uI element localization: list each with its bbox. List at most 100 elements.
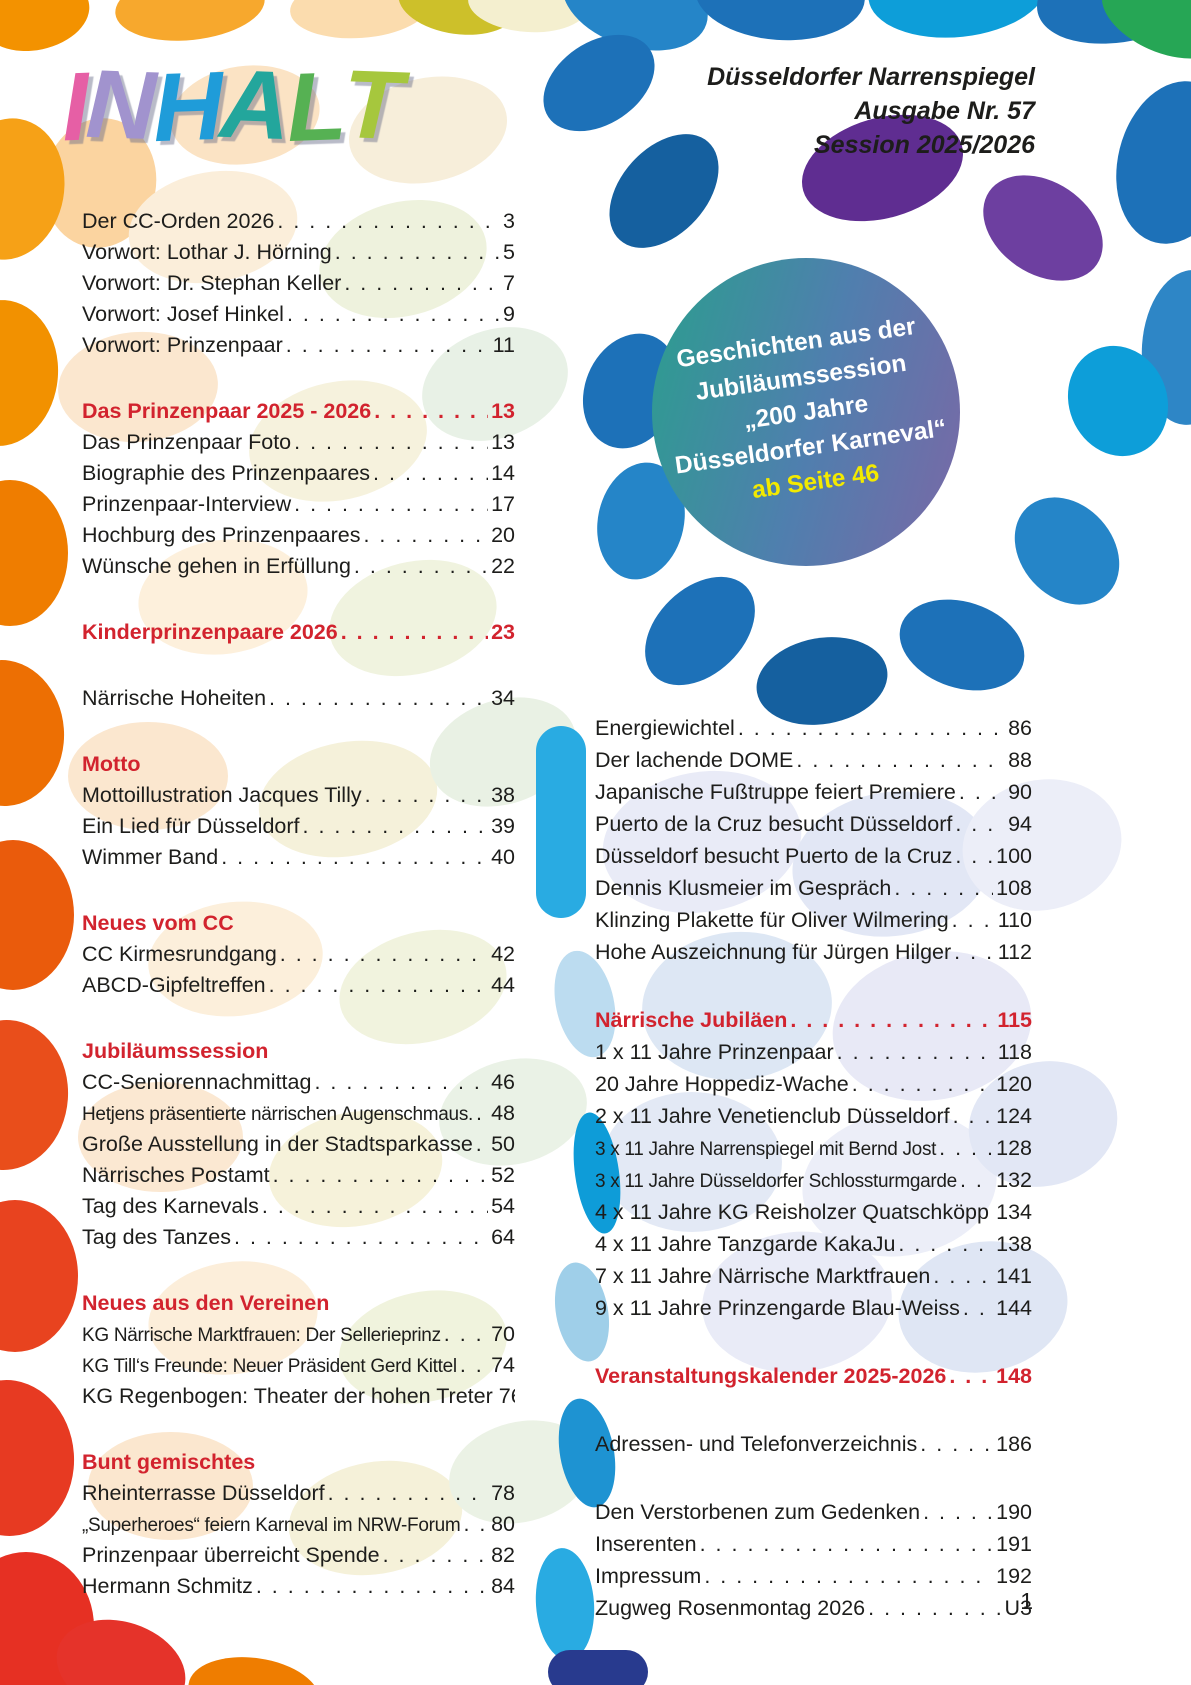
toc-entry-label: Ein Lied für Düsseldorf (82, 814, 300, 838)
toc-page-number: 128 (996, 1136, 1032, 1160)
toc-page-number: 76 (498, 1384, 515, 1408)
toc-entry: Hermann Schmitz 84 (82, 1571, 515, 1602)
toc-page-number: 40 (491, 845, 515, 869)
toc-entry-label: 20 Jahre Hoppediz-Wache (595, 1072, 849, 1096)
toc-entry: ABCD-Gipfeltreffen 44 (82, 970, 515, 1001)
toc-dot-leader (221, 842, 488, 873)
toc-dot-leader (959, 776, 1005, 808)
toc-entry-label: Düsseldorf besucht Puerto de la Cruz (595, 844, 953, 868)
toc-entry: Vorwort: Lothar J. Hörning 5 (82, 237, 515, 268)
toc-entry-label: Der lachende DOME (595, 748, 794, 772)
toc-page-number: 13 (491, 430, 515, 454)
toc-entry-label: KG Till‘s Freunde: Neuer Präsident Gerd … (82, 1356, 457, 1377)
toc-page-number: 141 (996, 1264, 1032, 1288)
toc-dot-leader (960, 1164, 993, 1196)
toc-entry: KG Regenbogen: Theater der hohen Treter 7… (82, 1381, 515, 1412)
toc-entry: Der CC-Orden 2026 3 (82, 206, 515, 237)
toc-entry: 4 x 11 Jahre KG Reisholzer Quatschköpp 13… (595, 1196, 1032, 1228)
toc-page-number: 124 (996, 1104, 1032, 1128)
toc-page-number: 132 (996, 1168, 1032, 1192)
page-title: INHALT (60, 49, 402, 162)
toc-gap (82, 714, 515, 749)
toc-entry-label: 4 x 11 Jahre Tanzgarde KakaJu (595, 1232, 896, 1256)
toc-page-number: 148 (996, 1364, 1032, 1388)
toc-entry: Zugweg Rosenmontag 2026 U3 (595, 1592, 1032, 1624)
toc-page-number: 42 (491, 942, 515, 966)
decorative-dot (532, 1546, 598, 1662)
toc-entry-label: 4 x 11 Jahre KG Reisholzer Quatschköpp (595, 1200, 989, 1224)
title-letter: I (60, 51, 88, 162)
toc-page-number: 17 (491, 492, 515, 516)
toc-dot-leader (923, 1496, 993, 1528)
toc-dot-leader (294, 427, 488, 458)
toc-entry-label: Närrisches Postamt (82, 1163, 270, 1187)
toc-entry: 1 x 11 Jahre Prinzenpaar 118 (595, 1036, 1032, 1068)
toc-entry-label: Dennis Klusmeier im Gespräch (595, 876, 892, 900)
toc-entry-label: CC-Seniorennachmittag (82, 1070, 312, 1094)
toc-entry-label: Neues vom CC (82, 911, 234, 935)
toc-dot-leader (365, 780, 488, 811)
toc-entry-label: Hermann Schmitz (82, 1574, 253, 1598)
toc-entry: Der lachende DOME 88 (595, 744, 1032, 776)
toc-page-number: 112 (997, 940, 1032, 964)
toc-entry-label: Hetjens präsentierte närrischen Augensch… (82, 1104, 474, 1125)
toc-dot-leader (373, 458, 488, 489)
toc-entry-label: Tag des Tanzes (82, 1225, 232, 1249)
toc-entry-label: Hochburg des Prinzenpaares (82, 523, 361, 547)
toc-gap (595, 1324, 1032, 1360)
toc-dot-leader (460, 1350, 488, 1381)
decorative-dot (111, 0, 269, 48)
decorative-dot (536, 726, 586, 918)
toc-entry-label: Motto (82, 752, 141, 776)
toc-gap (595, 968, 1032, 1004)
toc-page-number: 13 (491, 399, 515, 423)
toc-entry-label: Hohe Auszeichnung für Jürgen Hilger (595, 940, 952, 964)
toc-entry-label: Das Prinzenpaar 2025 - 2026 (82, 399, 372, 423)
toc-entry-label: CC Kirmesrundgang (82, 942, 277, 966)
toc-gap (82, 1253, 515, 1288)
masthead: Düsseldorfer Narrenspiegel Ausgabe Nr. 5… (707, 60, 1035, 162)
toc-entry-label: Neues aus den Vereinen (82, 1291, 330, 1315)
toc-gap (82, 873, 515, 908)
toc-dot-leader (894, 872, 993, 904)
toc-entry: Energiewichtel 86 (595, 712, 1032, 744)
toc-left-column: Der CC-Orden 2026 3 Vorwort: Lothar J. Hör… (82, 206, 515, 1602)
toc-dot-leader (314, 1067, 488, 1098)
decorative-dot (602, 1092, 782, 1232)
toc-page-number: 54 (491, 1194, 515, 1218)
toc-dot-leader (953, 1100, 994, 1132)
toc-entry-label: Wünsche gehen in Erfüllung (82, 554, 351, 578)
title-letter: T (341, 49, 402, 160)
decorative-dot (691, 0, 869, 46)
toc-dot-leader (234, 1222, 488, 1253)
toc-entry: Vorwort: Prinzenpaar 11 (82, 330, 515, 361)
toc-dot-leader (277, 206, 500, 237)
decorative-dot (1099, 68, 1191, 257)
toc-dot-leader (837, 1036, 995, 1068)
toc-entry: Ein Lied für Düsseldorf 39 (82, 811, 515, 842)
toc-gap (82, 648, 515, 683)
toc-entry: Prinzenpaar überreicht Spende 82 (82, 1540, 515, 1571)
toc-dot-leader (704, 1560, 993, 1592)
toc-page-number: 191 (996, 1532, 1032, 1556)
toc-entry-label: Wimmer Band (82, 845, 219, 869)
toc-section-heading: Motto (82, 749, 515, 780)
toc-entry: Närrische Hoheiten 34 (82, 683, 515, 714)
toc-entry: 4 x 11 Jahre Tanzgarde KakaJu 138 (595, 1228, 1032, 1260)
toc-entry-label: 2 x 11 Jahre Venetienclub Düsseldorf (595, 1104, 950, 1128)
toc-page-number: 44 (491, 973, 515, 997)
toc-gap (82, 582, 515, 617)
decorative-dot (68, 722, 228, 830)
toc-entry: Impressum 192 (595, 1560, 1032, 1592)
toc-entry: Närrisches Postamt 52 (82, 1160, 515, 1191)
folio-page-number: 1 (1020, 1588, 1033, 1614)
toc-page-number: 38 (491, 783, 515, 807)
toc-entry: Wimmer Band 40 (82, 842, 515, 873)
toc-dot-leader (954, 936, 995, 968)
toc-page-number: 64 (491, 1225, 515, 1249)
toc-page-number: 192 (996, 1564, 1032, 1588)
toc-entry: Den Verstorbenen zum Gedenken 190 (595, 1496, 1032, 1528)
toc-entry-label: 3 x 11 Jahre Düsseldorfer Schlossturmgar… (595, 1171, 957, 1192)
toc-gap (595, 1392, 1032, 1428)
